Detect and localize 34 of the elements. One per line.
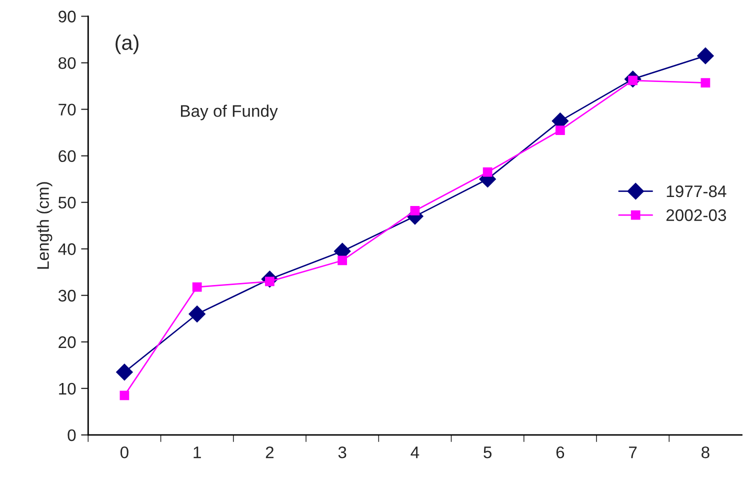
x-tick-label: 6 [556,446,564,458]
y-tick-label: 10 [59,382,76,395]
y-tick-label: 0 [68,429,76,442]
x-tick-label: 3 [338,446,346,458]
point [700,78,710,88]
y-tick-label: 50 [58,196,76,209]
x-tick-label: 1 [194,446,201,458]
point [697,47,714,64]
point [188,306,206,322]
y-axis-title: Length (cm) [36,182,52,269]
y-tick-label: 90 [58,10,76,22]
y-tick-label: 40 [58,243,76,256]
point [482,167,492,177]
point [192,282,202,292]
y-tick-label: 30 [58,290,76,302]
x-tick-label: 2 [266,446,274,458]
point [556,126,565,135]
point [116,364,133,381]
y-tick-label: 80 [58,57,76,70]
y-tick-label: 60 [58,150,76,162]
point [338,256,348,266]
point [120,390,130,400]
y-tick-label: 70 [58,104,76,116]
x-tick-label: 0 [120,446,128,458]
x-tick-label: 5 [484,446,492,458]
x-tick-label: 7 [629,446,637,458]
annotation: Bay of Fundy [181,104,278,120]
annotation: (a) [116,34,138,54]
legend-label: 2002-03 [666,209,726,222]
legend-label: 1977-84 [666,185,726,198]
x-tick-label: 4 [410,446,420,458]
point [410,206,420,216]
y-tick-label: 20 [58,336,76,348]
x-tick-label: 8 [702,446,710,458]
